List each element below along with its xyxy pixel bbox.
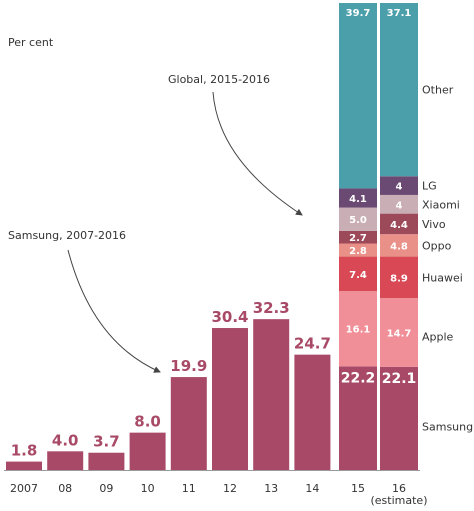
stack-segment-samsung-16estimate [380,366,418,470]
samsung-bar-09 [88,452,125,470]
x-tick-09: 09 [99,482,113,495]
x-tick-10: 10 [141,482,155,495]
x-tick-08: 08 [58,482,72,495]
samsung-bar-value-08: 4.0 [52,431,79,449]
stack-segment-samsung-15 [339,366,377,470]
samsung-bar-value-09: 3.7 [93,433,120,451]
stack-value-lg-15: 4.1 [349,194,367,205]
samsung-bar-10 [129,432,166,470]
stack-value-samsung-15: 22.2 [341,370,376,386]
samsung-bar-08 [47,451,84,470]
annotation-global: Global, 2015-2016 [168,73,270,86]
stack-value-apple-16estimate: 14.7 [387,328,412,339]
legend-label-huawei: Huawei [422,271,463,284]
annotation-samsung: Samsung, 2007-2016 [8,229,126,242]
stack-segment-lg-15 [339,188,377,208]
legend-label-vivo: Vivo [422,218,446,231]
stack-value-xiaomi-16estimate: 4 [396,200,403,211]
stack-segment-oppo-16estimate [380,234,418,257]
stack-value-huawei-15: 7.4 [349,270,367,281]
stack-segment-vivo-15 [339,230,377,244]
legend-label-apple: Apple [422,330,454,343]
x-tick-2007: 2007 [10,482,38,495]
stack-segment-xiaomi-16estimate [380,194,418,214]
legend-label-xiaomi: Xiaomi [422,198,460,211]
samsung-bar-value-14: 24.7 [294,335,331,353]
stack-segment-other-15 [339,3,377,189]
stack-segment-oppo-15 [339,243,377,257]
stack-segment-huawei-16estimate [380,256,418,299]
stack-value-xiaomi-15: 5.0 [349,215,367,226]
stack-segment-xiaomi-15 [339,207,377,231]
stack-value-lg-16estimate: 4 [396,182,403,193]
x-tick-16estimate-line-0: 16 [392,482,406,495]
x-tick-12: 12 [223,482,237,495]
samsung-arrow [67,249,161,373]
stack-segment-other-16estimate [380,3,418,177]
stack-value-oppo-15: 2.8 [349,246,367,257]
samsung-bar-14 [294,354,331,470]
stack-segment-huawei-15 [339,256,377,292]
samsung-bar-value-11: 19.9 [170,357,207,375]
unit-label: Per cent [8,36,54,49]
samsung-bar-value-10: 8.0 [134,413,161,431]
legend-label-lg: LG [422,180,437,193]
stack-value-huawei-16estimate: 8.9 [390,273,408,284]
samsung-bar-13 [253,319,290,470]
legend-label-other: Other [422,84,454,97]
x-tick-13: 13 [264,482,278,495]
samsung-bar-12 [212,328,248,470]
stack-value-other-16estimate: 37.1 [387,8,412,19]
samsung-bar-11 [170,377,207,470]
samsung-bar-2007 [6,461,42,470]
stack-segment-apple-15 [339,291,377,367]
x-tick-15-line-0: 15 [351,482,365,495]
stack-segment-vivo-16estimate [380,213,418,235]
stack-value-vivo-16estimate: 4.4 [390,220,408,231]
legend-label-oppo: Oppo [422,239,452,252]
legend-label-samsung: Samsung [422,420,473,433]
x-tick-16estimate-line-1: (estimate) [371,494,428,507]
stack-value-apple-15: 16.1 [346,325,371,336]
stack-value-oppo-16estimate: 4.8 [390,241,408,252]
samsung-bar-value-2007: 1.8 [11,442,38,460]
global-arrow [212,91,303,216]
x-tick-11: 11 [182,482,196,495]
stack-segment-lg-16estimate [380,176,418,195]
stack-value-vivo-15: 2.7 [349,233,367,244]
stack-segment-apple-16estimate [380,298,418,367]
samsung-bar-value-12: 30.4 [211,308,248,326]
x-tick-14: 14 [305,482,319,495]
stack-value-other-15: 39.7 [346,8,371,19]
samsung-bar-value-13: 32.3 [253,299,290,317]
stack-value-samsung-16estimate: 22.1 [382,371,417,387]
